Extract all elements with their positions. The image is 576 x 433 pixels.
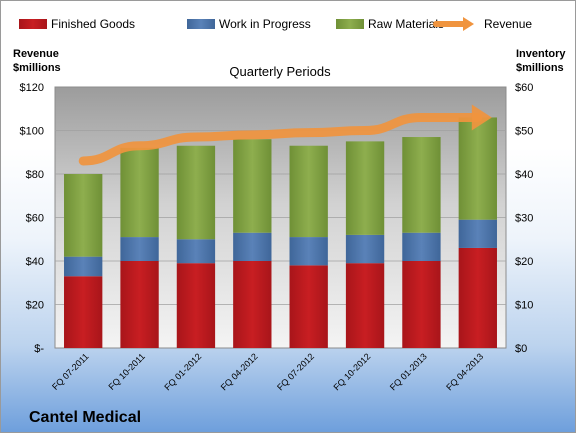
bar-work-in-progress-fq-07-2011 [64,256,103,277]
bar-work-in-progress-fq-04-2013 [458,219,497,248]
bar-raw-materials-fq-07-2012 [289,145,328,238]
x-tick-label: FQ 10-2012 [331,351,372,392]
right-axis-title-line1: Inventory [516,48,566,60]
company-name: Cantel Medical [29,409,141,426]
x-tick-label: FQ 04-2012 [219,351,260,392]
bar-finished-goods-fq-04-2013 [458,247,497,348]
right-tick-label: $30 [515,213,533,225]
left-tick-label: $100 [20,126,44,138]
bar-raw-materials-fq-07-2011 [64,174,103,257]
bar-raw-materials-fq-10-2011 [120,147,159,238]
legend-swatch-work-in-progress [187,19,215,29]
left-tick-label: $60 [26,213,44,225]
x-tick-label: FQ 10-2011 [106,351,147,392]
left-tick-label: $40 [26,256,44,268]
legend-swatch-raw-materials [336,19,364,29]
x-tick-label: FQ 07-2012 [275,351,316,392]
revenue-line-group [78,104,492,166]
left-axis-ticks: $- $20 $40 $60 $80 $100 $120 [20,82,45,355]
bar-finished-goods-fq-10-2011 [120,261,159,348]
left-tick-label: $80 [26,169,44,181]
bar-raw-materials-fq-10-2012 [345,141,385,235]
bar-raw-materials-fq-04-2013 [458,117,497,220]
chart-title: Quarterly Periods [229,64,331,79]
left-axis-title-line1: Revenue [13,48,59,60]
x-tick-label: FQ 01-2012 [162,351,203,392]
x-tick-label: FQ 07-2011 [50,351,91,392]
bar-finished-goods-fq-07-2011 [64,276,103,348]
legend-label-work-in-progress: Work in Progress [219,17,311,31]
x-axis-ticks: FQ 07-2011 FQ 10-2011 FQ 01-2012 FQ 04-2012… [50,351,485,392]
right-tick-label: $40 [515,169,533,181]
bar-work-in-progress-fq-04-2012 [233,232,272,261]
bar-finished-goods-fq-10-2012 [345,263,385,348]
left-tick-label: $20 [26,300,44,312]
bar-work-in-progress-fq-10-2012 [345,234,385,264]
left-axis-title-line2: $millions [13,62,61,74]
legend-swatch-finished-goods [19,19,47,29]
right-tick-label: $0 [515,343,527,355]
bar-raw-materials-fq-04-2012 [233,139,272,233]
bar-raw-materials-fq-01-2012 [176,145,216,240]
left-tick-label: $120 [20,82,44,94]
legend-label-finished-goods: Finished Goods [51,17,135,31]
right-tick-label: $50 [515,126,533,138]
bar-work-in-progress-fq-01-2013 [402,232,441,261]
legend-label-raw-materials: Raw Materials [368,17,444,31]
bar-work-in-progress-fq-10-2011 [120,237,159,261]
right-axis-ticks: $0 $10 $20 $30 $40 $50 $60 [515,82,533,355]
revenue-line-arrowhead [471,104,492,131]
bar-finished-goods-fq-04-2012 [233,261,272,348]
bar-finished-goods-fq-07-2012 [289,265,328,348]
bar-raw-materials-fq-01-2013 [402,137,441,233]
bar-work-in-progress-fq-01-2012 [176,239,216,264]
legend-label-revenue: Revenue [484,17,532,31]
right-tick-label: $10 [515,300,533,312]
bar-finished-goods-fq-01-2013 [402,261,441,348]
bar-work-in-progress-fq-07-2012 [289,237,328,266]
x-tick-label: FQ 01-2013 [388,351,429,392]
left-tick-label: $- [34,343,44,355]
bar-finished-goods-fq-01-2012 [176,263,216,348]
bars [64,117,497,348]
legend: Finished Goods Work in Progress Raw Materi… [19,17,532,31]
x-tick-label: FQ 04-2013 [444,351,485,392]
revenue-line [78,112,483,166]
right-tick-label: $20 [515,256,533,268]
right-axis-title-line2: $millions [516,62,564,74]
legend-swatch-revenue-arrow [463,17,474,31]
right-tick-label: $60 [515,82,533,94]
